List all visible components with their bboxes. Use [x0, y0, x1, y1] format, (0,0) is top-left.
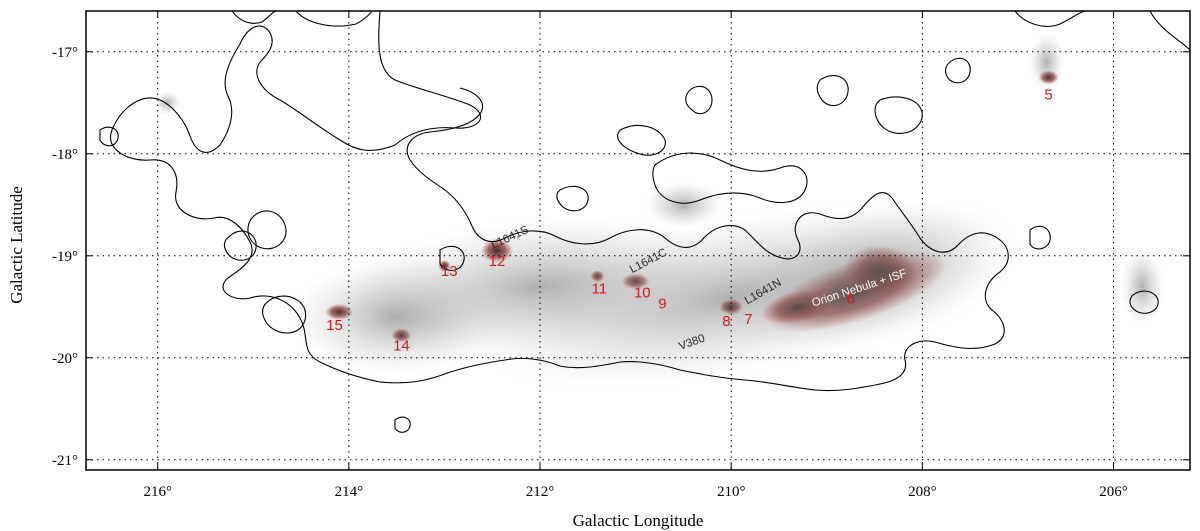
axis-ticks — [86, 11, 1190, 470]
region-label: 13 — [441, 263, 458, 280]
region-label: 5 — [1044, 87, 1052, 104]
region-label: 11 — [591, 280, 607, 297]
region-label: 12 — [489, 253, 506, 270]
region-label: 7 — [744, 311, 752, 328]
region-label: 9 — [658, 296, 666, 313]
dust-emission-map — [153, 32, 1165, 392]
emission-blob — [153, 90, 182, 115]
x-tick-label: 216° — [143, 484, 172, 500]
plot-frame — [85, 10, 1191, 471]
x-tick-label: 206° — [1099, 484, 1128, 500]
emission-blob — [728, 198, 1021, 355]
y-tick-label: -19° — [52, 249, 78, 265]
region-label: 6 — [847, 291, 855, 308]
emission-blob — [1028, 32, 1065, 92]
region-labels: 5 6 78 9 10 11 12 13 14 15 — [326, 87, 1053, 355]
x-tick-label: 208° — [908, 484, 937, 500]
region-label: 10 — [634, 285, 651, 302]
y-tick-label: -17° — [52, 45, 78, 61]
x-tick-label: 210° — [717, 484, 746, 500]
x-axis-title: Galactic Longitude — [573, 511, 704, 530]
region-label: 14 — [393, 338, 410, 355]
region-label: 15 — [326, 317, 343, 334]
emission-blob — [643, 180, 724, 229]
y-axis-title: Galactic Latitude — [7, 186, 26, 304]
y-tick-label: -21° — [52, 453, 78, 469]
x-tick-label: 212° — [526, 484, 555, 500]
emission-blob — [1120, 246, 1165, 327]
region-label: 8 — [722, 313, 730, 330]
y-tick-labels: -17° -18° -19° -20° -21° — [52, 45, 78, 469]
y-tick-label: -20° — [52, 351, 78, 367]
y-tick-label: -18° — [52, 147, 78, 163]
column-density-contour — [99, 11, 1190, 433]
emission-blob — [286, 257, 507, 377]
grid — [86, 11, 1190, 470]
x-tick-label: 214° — [335, 484, 364, 500]
x-tick-labels: 216° 214° 212° 210° 208° 206° — [143, 484, 1127, 500]
